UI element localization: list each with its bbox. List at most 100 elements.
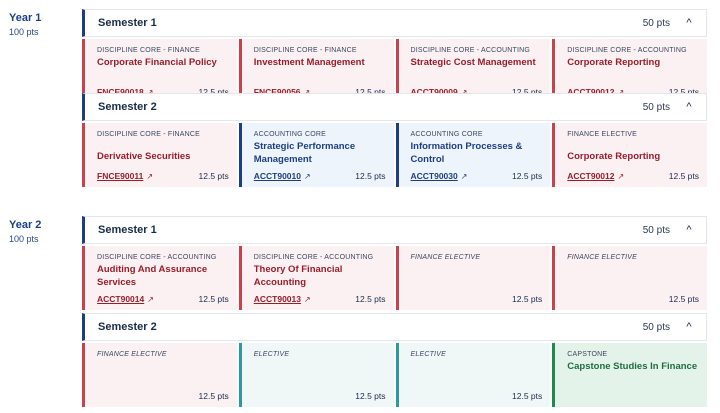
subject-code-link[interactable]: ACCT90014 (97, 294, 145, 304)
subject-code-link[interactable]: ACCT90009 (410, 87, 458, 97)
external-link-icon[interactable]: ↗ (146, 87, 154, 97)
semester-header[interactable]: Semester 2 50 pts ^ (82, 93, 707, 121)
year-2-label: Year 2 100 pts (9, 219, 41, 244)
chevron-up-icon[interactable]: ^ (686, 321, 692, 333)
subject-code-link[interactable]: FNCE90011 (97, 171, 144, 181)
semester-title: Semester 2 (98, 321, 157, 333)
subject-category: FINANCE ELECTIVE (567, 131, 637, 138)
subject-points: 12.5 pts (198, 294, 229, 304)
subject-name: Strategic Performance Management (253, 141, 356, 165)
subject-cards: FINANCE ELECTIVE 12.5 pts ELECTIVE 12.5 … (82, 343, 707, 407)
subject-card[interactable]: ACCOUNTING CORE Information Processes & … (395, 123, 551, 187)
subject-points: 12.5 pts (512, 391, 543, 401)
external-link-icon[interactable]: ↗ (617, 87, 625, 97)
elective-placeholder-card[interactable]: FINANCE ELECTIVE 12.5 pts (552, 246, 707, 310)
semester-points: 50 pts (642, 17, 670, 29)
year-1-semester-1: Semester 1 50 pts ^ DISCIPLINE CORE - FI… (82, 9, 707, 103)
subject-category: ELECTIVE (253, 351, 290, 358)
subject-code-link[interactable]: ACCT90010 (253, 171, 301, 181)
subject-points: 12.5 pts (198, 87, 229, 97)
subject-points: 12.5 pts (198, 391, 229, 401)
external-link-icon[interactable]: ↗ (303, 87, 311, 97)
subject-card[interactable]: DISCIPLINE CORE - ACCOUNTING Corporate R… (552, 39, 707, 103)
semester-header[interactable]: Semester 2 50 pts ^ (82, 313, 707, 341)
year-points: 100 pts (9, 234, 39, 244)
year-2-semester-2: Semester 2 50 pts ^ FINANCE ELECTIVE 12.… (82, 313, 707, 407)
elective-placeholder-card[interactable]: ELECTIVE 12.5 pts (238, 343, 394, 407)
subject-points: 12.5 pts (512, 171, 543, 181)
external-link-icon[interactable]: ↗ (460, 171, 468, 181)
year-1-semester-2: Semester 2 50 pts ^ DISCIPLINE CORE - FI… (82, 93, 707, 187)
subject-points: 12.5 pts (355, 294, 386, 304)
semester-points: 50 pts (642, 321, 670, 333)
subject-code-link[interactable]: FNCE90018 (97, 87, 144, 97)
subject-card[interactable]: ACCOUNTING CORE Strategic Performance Ma… (238, 123, 394, 187)
subject-points: 12.5 pts (668, 87, 699, 97)
external-link-icon[interactable]: ↗ (460, 87, 468, 97)
subject-category: DISCIPLINE CORE - ACCOUNTING (567, 47, 687, 54)
year-title: Year 2 (9, 219, 42, 231)
subject-card[interactable]: DISCIPLINE CORE - FINANCE Investment Man… (238, 39, 394, 103)
subject-name: Corporate Reporting (567, 57, 661, 68)
subject-name: Information Processes & Control (410, 141, 523, 165)
elective-placeholder-card[interactable]: FINANCE ELECTIVE 12.5 pts (82, 343, 237, 407)
semester-title: Semester 1 (98, 224, 157, 236)
external-link-icon[interactable]: ↗ (304, 171, 311, 181)
subject-name: Theory Of Financial Accounting (253, 264, 343, 288)
subject-name: Auditing And Assurance Services (97, 264, 208, 288)
subject-name: Corporate Financial Policy (97, 57, 217, 68)
chevron-up-icon[interactable]: ^ (686, 17, 692, 29)
semester-header[interactable]: Semester 1 50 pts ^ (82, 9, 707, 37)
subject-category: DISCIPLINE CORE - ACCOUNTING (253, 254, 374, 261)
subject-category: FINANCE ELECTIVE (97, 351, 167, 358)
subject-card[interactable]: DISCIPLINE CORE - FINANCE Derivative Sec… (82, 123, 237, 187)
subject-category: FINANCE ELECTIVE (410, 254, 481, 261)
subject-points: 12.5 pts (198, 171, 229, 181)
subject-name: Derivative Securities (97, 151, 191, 162)
subject-points: 12.5 pts (512, 294, 543, 304)
elective-placeholder-card[interactable]: FINANCE ELECTIVE 12.5 pts (395, 246, 551, 310)
subject-name: Capstone Studies In Finance (567, 361, 698, 372)
semester-points: 50 pts (642, 101, 670, 113)
subject-cards: DISCIPLINE CORE - FINANCE Corporate Fina… (82, 39, 707, 103)
subject-card[interactable]: DISCIPLINE CORE - ACCOUNTING Auditing An… (82, 246, 237, 310)
chevron-up-icon[interactable]: ^ (686, 101, 692, 113)
subject-card[interactable]: CAPSTONE Capstone Studies In Finance (552, 343, 707, 407)
subject-category: DISCIPLINE CORE - FINANCE (97, 131, 201, 138)
subject-code-link[interactable]: ACCT90012 (567, 87, 615, 97)
subject-card[interactable]: FINANCE ELECTIVE Corporate Reporting ACC… (552, 123, 707, 187)
subject-code-link[interactable]: ACCT90012 (567, 171, 615, 181)
subject-category: ACCOUNTING CORE (410, 131, 483, 138)
subject-code-link[interactable]: ACCT90030 (410, 171, 458, 181)
external-link-icon[interactable]: ↗ (147, 294, 154, 304)
subject-category: DISCIPLINE CORE - ACCOUNTING (410, 47, 531, 54)
subject-category: DISCIPLINE CORE - ACCOUNTING (97, 254, 217, 261)
subject-card[interactable]: DISCIPLINE CORE - FINANCE Corporate Fina… (82, 39, 237, 103)
subject-points: 12.5 pts (668, 294, 699, 304)
semester-header[interactable]: Semester 1 50 pts ^ (82, 216, 707, 244)
subject-category: DISCIPLINE CORE - FINANCE (97, 47, 201, 54)
subject-name: Strategic Cost Management (410, 57, 536, 68)
semester-title: Semester 1 (98, 17, 157, 29)
external-link-icon[interactable]: ↗ (304, 294, 311, 304)
external-link-icon[interactable]: ↗ (617, 171, 625, 181)
subject-points: 12.5 pts (512, 87, 543, 97)
year-title: Year 1 (9, 12, 42, 24)
year-points: 100 pts (9, 27, 39, 37)
external-link-icon[interactable]: ↗ (146, 171, 154, 181)
subject-card[interactable]: DISCIPLINE CORE - ACCOUNTING Strategic C… (395, 39, 551, 103)
subject-category: CAPSTONE (567, 351, 608, 358)
subject-category: FINANCE ELECTIVE (567, 254, 637, 261)
subject-card[interactable]: DISCIPLINE CORE - ACCOUNTING Theory Of F… (238, 246, 394, 310)
subject-code-link[interactable]: FNCE90056 (253, 87, 301, 97)
year-1-label: Year 1 100 pts (9, 12, 41, 37)
subject-category: ACCOUNTING CORE (253, 131, 326, 138)
semester-title: Semester 2 (98, 101, 157, 113)
subject-points: 12.5 pts (668, 171, 699, 181)
subject-code-link[interactable]: ACCT90013 (253, 294, 301, 304)
chevron-up-icon[interactable]: ^ (686, 224, 692, 236)
subject-points: 12.5 pts (355, 391, 386, 401)
elective-placeholder-card[interactable]: ELECTIVE 12.5 pts (395, 343, 551, 407)
subject-category: DISCIPLINE CORE - FINANCE (253, 47, 357, 54)
subject-name: Investment Management (253, 57, 365, 68)
